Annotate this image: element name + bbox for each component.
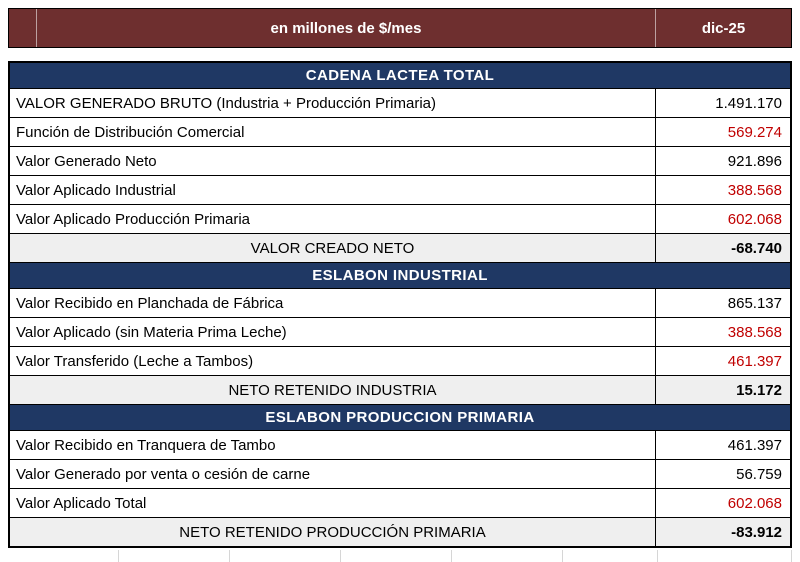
row-value-cell[interactable]: 921.896 [655, 147, 790, 175]
row-label-cell[interactable]: Valor Aplicado (sin Materia Prima Leche) [16, 323, 287, 341]
row-label-cell[interactable]: Valor Generado por venta o cesión de car… [16, 465, 311, 483]
total-row: NETO RETENIDO INDUSTRIA 15.172 [10, 375, 790, 404]
row-label-cell[interactable]: Valor Recibido en Planchada de Fábrica [16, 294, 284, 312]
total-value-cell[interactable]: -68.740 [655, 234, 790, 262]
row-label-cell[interactable]: VALOR GENERADO BRUTO (Industria + Produc… [16, 94, 436, 112]
period-header-cell[interactable]: dic-25 [701, 19, 746, 37]
row-label-cell[interactable]: Función de Distribución Comercial [16, 123, 245, 141]
table-row: Valor Aplicado Total 602.068 [10, 488, 790, 517]
row-label-cell[interactable]: Valor Aplicado Total [16, 494, 147, 512]
row-value-cell[interactable]: 865.137 [655, 289, 790, 317]
report-body: CADENA LACTEA TOTAL VALOR GENERADO BRUTO… [8, 61, 792, 548]
table-row: Valor Recibido en Planchada de Fábrica 8… [10, 288, 790, 317]
row-value-cell[interactable]: 461.397 [655, 431, 790, 459]
section-header-eslabon-industrial[interactable]: ESLABON INDUSTRIAL [10, 262, 790, 288]
row-value-cell[interactable]: 602.068 [655, 205, 790, 233]
table-row: Valor Generado Neto 921.896 [10, 146, 790, 175]
total-value-cell[interactable]: -83.912 [655, 518, 790, 546]
row-value-cell[interactable]: 388.568 [655, 318, 790, 346]
table-row: VALOR GENERADO BRUTO (Industria + Produc… [10, 88, 790, 117]
row-value-cell[interactable]: 602.068 [655, 489, 790, 517]
section-header-cadena-lactea[interactable]: CADENA LACTEA TOTAL [10, 63, 790, 88]
row-value-cell[interactable]: 461.397 [655, 347, 790, 375]
total-label-cell[interactable]: VALOR CREADO NETO [250, 239, 415, 257]
table-row: Valor Aplicado Industrial 388.568 [10, 175, 790, 204]
table-row: Valor Transferido (Leche a Tambos) 461.3… [10, 346, 790, 375]
total-label-cell[interactable]: NETO RETENIDO INDUSTRIA [228, 381, 437, 399]
table-row: Valor Aplicado Producción Primaria 602.0… [10, 204, 790, 233]
total-row: NETO RETENIDO PRODUCCIÓN PRIMARIA -83.91… [10, 517, 790, 546]
unit-header-cell[interactable]: en millones de $/mes [37, 9, 656, 47]
excel-gridlines [8, 548, 792, 562]
header-row: en millones de $/mes dic-25 [8, 8, 792, 48]
report-table: en millones de $/mes dic-25 CADENA LACTE… [8, 8, 792, 562]
row-label-cell[interactable]: Valor Generado Neto [16, 152, 157, 170]
table-row: Valor Aplicado (sin Materia Prima Leche)… [10, 317, 790, 346]
table-row: Valor Recibido en Tranquera de Tambo 461… [10, 430, 790, 459]
row-value-cell[interactable]: 1.491.170 [655, 89, 790, 117]
total-value-cell[interactable]: 15.172 [655, 376, 790, 404]
spacer-row [8, 48, 792, 61]
row-label-cell[interactable]: Valor Transferido (Leche a Tambos) [16, 352, 254, 370]
row-value-cell[interactable]: 388.568 [655, 176, 790, 204]
row-label-cell[interactable]: Valor Aplicado Producción Primaria [16, 210, 251, 228]
section-header-eslabon-produccion-primaria[interactable]: ESLABON PRODUCCION PRIMARIA [10, 404, 790, 430]
table-row: Valor Generado por venta o cesión de car… [10, 459, 790, 488]
header-corner-cell[interactable] [9, 9, 37, 47]
total-label-cell[interactable]: NETO RETENIDO PRODUCCIÓN PRIMARIA [179, 523, 486, 541]
row-value-cell[interactable]: 56.759 [655, 460, 790, 488]
total-row: VALOR CREADO NETO -68.740 [10, 233, 790, 262]
row-label-cell[interactable]: Valor Recibido en Tranquera de Tambo [16, 436, 276, 454]
table-row: Función de Distribución Comercial 569.27… [10, 117, 790, 146]
row-value-cell[interactable]: 569.274 [655, 118, 790, 146]
row-label-cell[interactable]: Valor Aplicado Industrial [16, 181, 176, 199]
